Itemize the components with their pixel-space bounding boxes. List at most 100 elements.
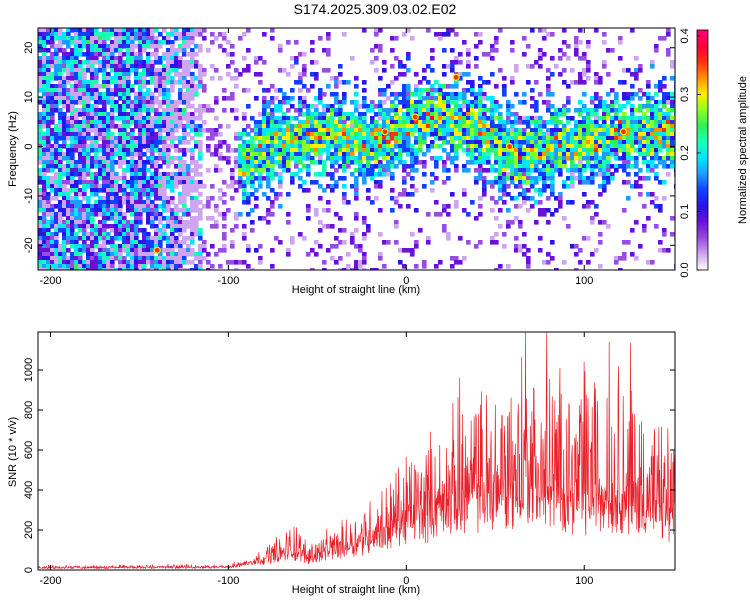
heatmap-cell: [50, 180, 55, 185]
heatmap-cell: [46, 140, 51, 145]
heatmap-cell: [490, 120, 495, 125]
heatmap-cell: [326, 52, 331, 57]
heatmap-cell: [70, 104, 75, 109]
heatmap-cell: [338, 72, 343, 77]
heatmap-cell: [130, 144, 135, 149]
heatmap-cell: [234, 148, 239, 153]
heatmap-cell: [494, 84, 499, 89]
heatmap-cell: [118, 208, 123, 213]
heatmap-cell: [590, 96, 595, 101]
heatmap-cell: [662, 36, 667, 41]
heatmap-cell: [462, 148, 467, 153]
heatmap-cell: [442, 128, 447, 133]
heatmap-cell: [186, 120, 191, 125]
heatmap-cell: [562, 156, 567, 161]
heatmap-cell: [418, 140, 423, 145]
heatmap-cell: [62, 80, 67, 85]
heatmap-cell: [178, 56, 183, 61]
heatmap-cell: [122, 244, 127, 249]
heatmap-cell: [146, 124, 151, 129]
heatmap-cell: [138, 208, 143, 213]
heatmap-cell: [654, 124, 659, 129]
heatmap-cell: [550, 168, 555, 173]
heatmap-cell: [278, 184, 283, 189]
snr-y-tick-label: 600: [23, 441, 35, 459]
heatmap-cell: [318, 140, 323, 145]
heatmap-cell: [182, 100, 187, 105]
heatmap-cell: [338, 144, 343, 149]
heatmap-hotspot: [153, 246, 161, 254]
heatmap-cell: [506, 120, 511, 125]
heatmap-cell: [298, 76, 303, 81]
heatmap-cell: [58, 268, 63, 270]
heatmap-cell: [70, 40, 75, 45]
heatmap-cell: [90, 60, 95, 65]
heatmap-cell: [178, 160, 183, 165]
heatmap-cell: [58, 164, 63, 169]
heatmap-cell: [278, 192, 283, 197]
heatmap-cell: [198, 164, 203, 169]
heatmap-cell: [110, 264, 115, 269]
heatmap-cell: [122, 28, 127, 33]
heatmap-cell: [574, 168, 579, 173]
heatmap-cell: [502, 160, 507, 165]
heatmap-cell: [118, 36, 123, 41]
heatmap-cell: [178, 136, 183, 141]
heatmap-cell: [90, 84, 95, 89]
heatmap-cell: [518, 180, 523, 185]
heatmap-cell: [654, 128, 659, 133]
heatmap-cell: [182, 148, 187, 153]
heatmap-cell: [382, 116, 387, 121]
heatmap-cell: [638, 88, 643, 93]
heatmap-cell: [362, 152, 367, 157]
heatmap-cell: [286, 96, 291, 101]
heatmap-cell: [198, 212, 203, 217]
heatmap-cell: [174, 212, 179, 217]
heatmap-cell: [502, 136, 507, 141]
heatmap-cell: [54, 84, 59, 89]
heatmap-cell: [454, 132, 459, 137]
heatmap-cell: [514, 184, 519, 189]
heatmap-cell: [102, 128, 107, 133]
heatmap-cell: [150, 104, 155, 109]
heatmap-cell: [342, 116, 347, 121]
heatmap-cell: [274, 120, 279, 125]
heatmap-cell: [102, 148, 107, 153]
heatmap-cell: [346, 116, 351, 121]
heatmap-cell: [466, 160, 471, 165]
heatmap-cell: [90, 80, 95, 85]
heatmap-cell: [590, 140, 595, 145]
heatmap-cell: [398, 192, 403, 197]
heatmap-cell: [634, 92, 639, 97]
heatmap-cell: [378, 28, 383, 33]
heatmap-cell: [198, 244, 203, 249]
heatmap-cell: [166, 156, 171, 161]
heatmap-cell: [666, 108, 671, 113]
heatmap-cell: [590, 220, 595, 225]
heatmap-cell: [366, 224, 371, 229]
heatmap-cell: [202, 84, 207, 89]
heatmap-cell: [302, 124, 307, 129]
heatmap-cell: [54, 60, 59, 65]
heatmap-cell: [614, 168, 619, 173]
heatmap-cell: [390, 48, 395, 53]
heatmap-cell: [470, 92, 475, 97]
heatmap-cell: [42, 176, 47, 181]
heatmap-cell: [518, 140, 523, 145]
heatmap-cell: [378, 116, 383, 121]
heatmap-cell: [602, 172, 607, 177]
heatmap-cell: [122, 100, 127, 105]
heatmap-cell: [590, 164, 595, 169]
heatmap-cell: [606, 144, 611, 149]
heatmap-cell: [498, 176, 503, 181]
heatmap-cell: [266, 120, 271, 125]
heatmap-cell: [98, 144, 103, 149]
heatmap-cell: [362, 216, 367, 221]
heatmap-cell: [386, 240, 391, 245]
heatmap-cell: [450, 160, 455, 165]
heatmap-cell: [670, 156, 675, 161]
heatmap-cell: [394, 152, 399, 157]
heatmap-cell: [358, 128, 363, 133]
heatmap-cell: [638, 192, 643, 197]
heatmap-cell: [534, 104, 539, 109]
